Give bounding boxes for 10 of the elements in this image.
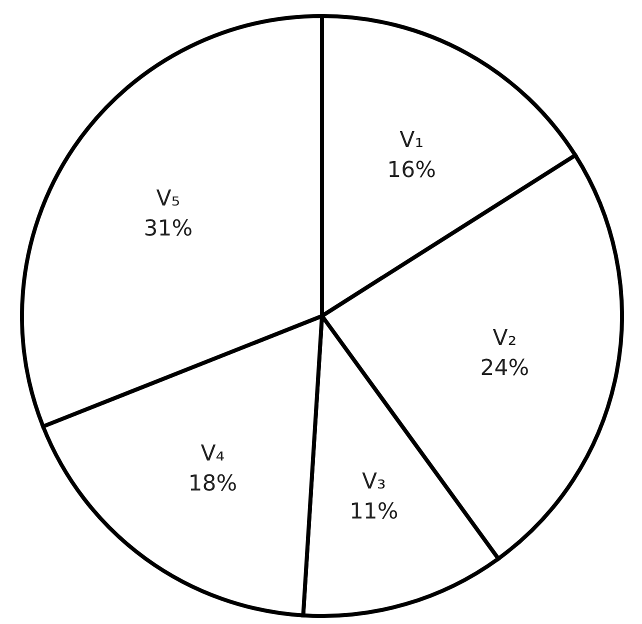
data-label: 24%	[480, 356, 530, 381]
slice-label: V₄	[200, 441, 225, 466]
data-label: 11%	[349, 500, 398, 525]
slice-label: V₂	[492, 326, 517, 351]
slice-label: V₃	[362, 470, 386, 495]
data-label: 18%	[188, 471, 238, 496]
data-label: 16%	[387, 158, 436, 184]
slice-label: V₅	[156, 186, 180, 212]
slice-label: V₁	[400, 128, 424, 154]
data-label: 31%	[144, 216, 193, 242]
